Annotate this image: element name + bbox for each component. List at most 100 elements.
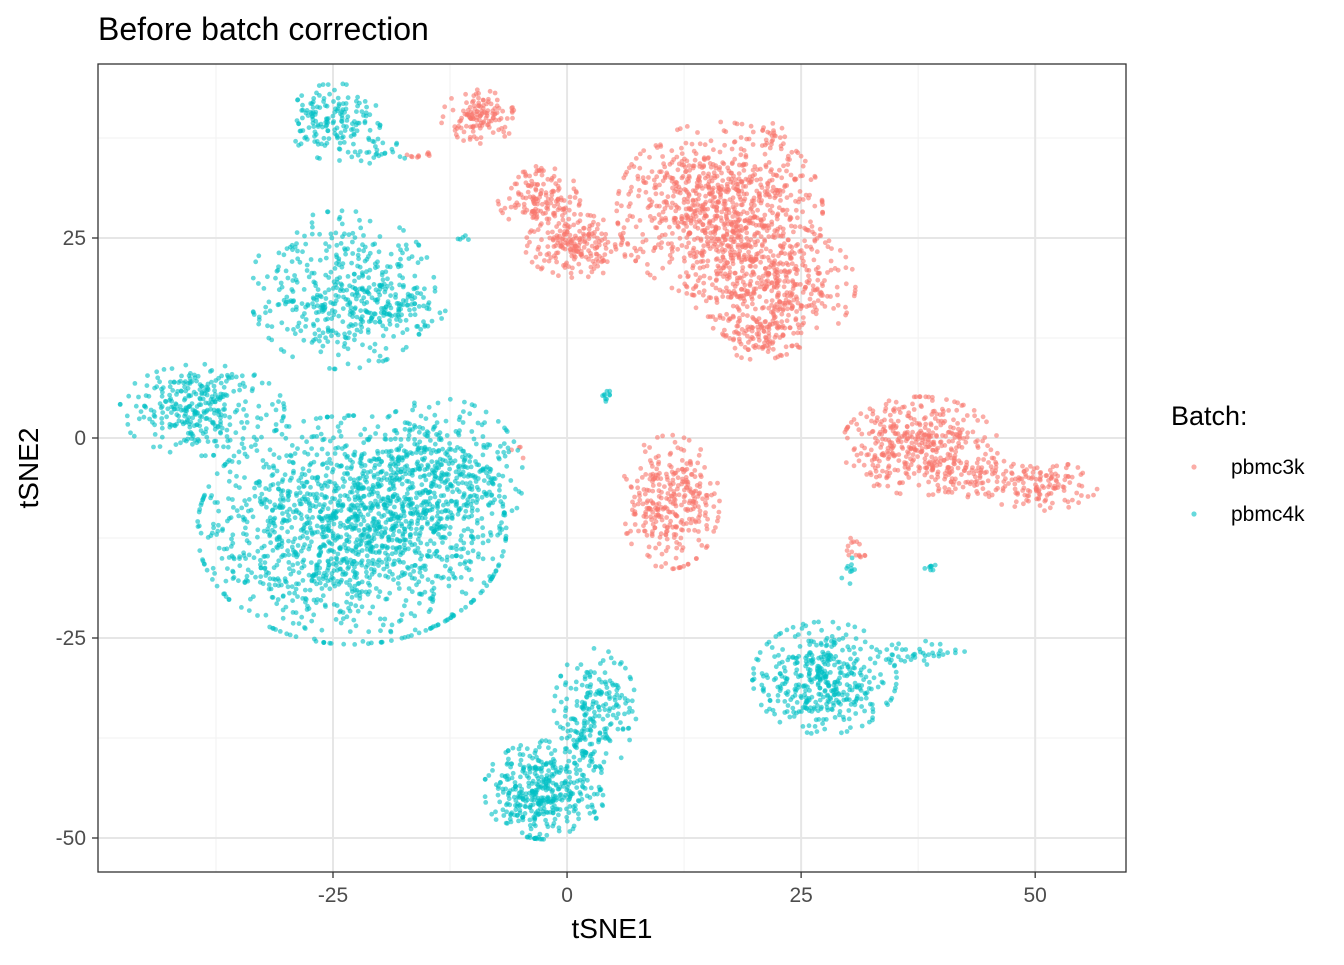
point-pbmc4k <box>305 514 310 519</box>
point-pbmc4k <box>313 281 318 286</box>
point-pbmc3k <box>697 179 702 184</box>
point-pbmc3k <box>923 415 928 420</box>
point-pbmc4k <box>313 331 318 336</box>
point-pbmc3k <box>652 276 657 281</box>
point-pbmc3k <box>912 471 917 476</box>
point-pbmc3k <box>739 287 744 292</box>
point-pbmc3k <box>713 240 718 245</box>
point-pbmc4k <box>302 287 307 292</box>
point-pbmc4k <box>145 373 150 378</box>
point-pbmc3k <box>741 312 746 317</box>
point-pbmc4k <box>412 301 417 306</box>
point-pbmc4k <box>350 121 355 126</box>
point-pbmc3k <box>673 440 678 445</box>
point-pbmc4k <box>378 628 383 633</box>
point-pbmc3k <box>1038 470 1043 475</box>
point-pbmc3k <box>753 240 758 245</box>
point-pbmc3k <box>658 535 663 540</box>
point-pbmc4k <box>197 548 202 553</box>
point-pbmc4k <box>325 317 330 322</box>
point-pbmc3k <box>779 319 784 324</box>
point-pbmc3k <box>556 273 561 278</box>
point-pbmc3k <box>1021 501 1026 506</box>
point-pbmc4k <box>395 323 400 328</box>
point-pbmc4k <box>373 320 378 325</box>
point-pbmc3k <box>731 315 736 320</box>
point-pbmc4k <box>353 235 358 240</box>
point-pbmc3k <box>552 214 557 219</box>
point-pbmc3k <box>820 283 825 288</box>
point-pbmc3k <box>731 304 736 309</box>
point-pbmc4k <box>327 136 332 141</box>
point-pbmc4k <box>325 415 330 420</box>
point-pbmc3k <box>1020 488 1025 493</box>
point-pbmc4k <box>405 327 410 332</box>
point-pbmc3k <box>905 430 910 435</box>
point-pbmc3k <box>636 529 641 534</box>
point-pbmc3k <box>716 199 721 204</box>
point-pbmc3k <box>810 224 815 229</box>
point-pbmc4k <box>381 623 386 628</box>
point-pbmc4k <box>230 372 235 377</box>
point-pbmc3k <box>466 108 471 113</box>
point-pbmc3k <box>720 178 725 183</box>
point-pbmc4k <box>390 551 395 556</box>
point-pbmc3k <box>568 200 573 205</box>
point-pbmc4k <box>324 473 329 478</box>
point-pbmc3k <box>989 447 994 452</box>
point-pbmc3k <box>704 503 709 508</box>
point-pbmc3k <box>642 529 647 534</box>
point-pbmc4k <box>347 283 352 288</box>
point-pbmc3k <box>800 173 805 178</box>
point-pbmc3k <box>696 504 701 509</box>
point-pbmc3k <box>705 493 710 498</box>
point-pbmc4k <box>263 560 268 565</box>
point-pbmc4k <box>397 225 402 230</box>
point-pbmc4k <box>338 494 343 499</box>
point-pbmc3k <box>819 291 824 296</box>
point-pbmc3k <box>705 527 710 532</box>
point-pbmc4k <box>417 304 422 309</box>
point-pbmc3k <box>616 191 621 196</box>
point-pbmc4k <box>178 404 183 409</box>
point-pbmc4k <box>241 381 246 386</box>
point-pbmc3k <box>698 509 703 514</box>
point-pbmc3k <box>946 452 951 457</box>
point-pbmc4k <box>236 514 241 519</box>
point-pbmc3k <box>726 188 731 193</box>
point-pbmc3k <box>712 195 717 200</box>
point-pbmc3k <box>777 205 782 210</box>
point-pbmc3k <box>724 207 729 212</box>
point-pbmc3k <box>503 206 508 211</box>
point-pbmc3k <box>786 313 791 318</box>
point-pbmc3k <box>704 545 709 550</box>
point-pbmc3k <box>762 213 767 218</box>
point-pbmc3k <box>734 324 739 329</box>
point-pbmc3k <box>764 299 769 304</box>
point-pbmc3k <box>740 242 745 247</box>
point-pbmc3k <box>779 353 784 358</box>
point-pbmc4k <box>263 305 268 310</box>
point-pbmc3k <box>674 155 679 160</box>
point-pbmc4k <box>244 502 249 507</box>
point-pbmc4k <box>324 296 329 301</box>
point-pbmc3k <box>478 141 483 146</box>
point-pbmc4k <box>443 309 448 314</box>
point-pbmc3k <box>522 170 527 175</box>
point-pbmc4k <box>334 285 339 290</box>
point-pbmc3k <box>748 357 753 362</box>
point-pbmc4k <box>253 575 258 580</box>
point-pbmc3k <box>625 218 630 223</box>
point-pbmc3k <box>738 152 743 157</box>
point-pbmc3k <box>767 271 772 276</box>
point-pbmc3k <box>676 167 681 172</box>
point-pbmc3k <box>781 163 786 168</box>
point-pbmc4k <box>160 426 165 431</box>
point-pbmc3k <box>592 266 597 271</box>
point-pbmc4k <box>341 642 346 647</box>
point-pbmc4k <box>301 466 306 471</box>
point-pbmc3k <box>994 433 999 438</box>
point-pbmc3k <box>789 293 794 298</box>
point-pbmc3k <box>542 258 547 263</box>
point-pbmc3k <box>635 485 640 490</box>
